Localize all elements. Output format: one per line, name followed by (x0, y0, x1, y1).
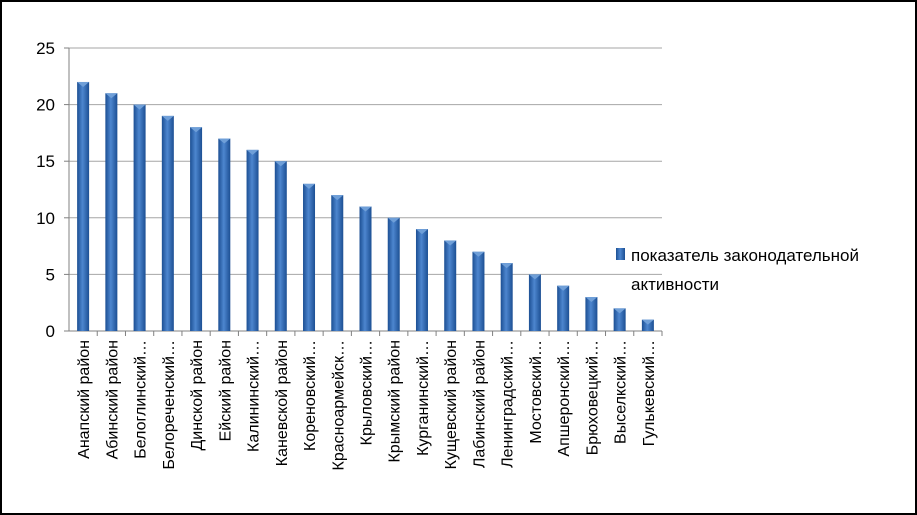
x-category-label: Динской район (189, 340, 206, 451)
bar-cap (387, 217, 400, 223)
bar-cap (218, 138, 231, 144)
bar-cap (500, 263, 513, 269)
x-category-label: Ейский район (217, 340, 234, 441)
bar (528, 274, 541, 331)
legend-swatch (616, 248, 625, 260)
legend-label-line-1: показатель законодательной (631, 246, 859, 265)
y-tick-label: 5 (46, 265, 55, 284)
bar (641, 319, 654, 331)
bar (274, 161, 287, 331)
x-category-label: Каневской район (274, 340, 291, 466)
bar-cap (105, 93, 118, 99)
bar (444, 240, 457, 331)
bar-cap (528, 274, 541, 280)
bar (190, 127, 203, 332)
bar-cap (641, 319, 654, 325)
x-category-label: Выселкский… (613, 340, 630, 444)
x-category-label: Красноармейск… (330, 340, 347, 470)
bar (246, 149, 259, 331)
x-category-label: Абинский район (104, 340, 121, 459)
x-category-label: Мостовский… (528, 340, 545, 444)
x-category-label: Крымский район (387, 340, 404, 463)
y-tick-label: 10 (36, 209, 55, 228)
bar (585, 297, 598, 331)
x-category-label: Ленинградский… (500, 340, 517, 468)
bar (105, 93, 118, 331)
bar-cap (161, 115, 174, 121)
bar-cap (133, 104, 146, 110)
x-category-label: Курганинский… (415, 340, 432, 456)
bar-cap (77, 81, 90, 87)
x-category-label: Кореновский… (302, 340, 319, 451)
x-category-label: Калининский… (246, 340, 263, 452)
bar-cap (444, 240, 457, 246)
bar-cap (557, 285, 570, 291)
bars (77, 81, 654, 332)
y-tick-label: 25 (36, 39, 55, 58)
x-category-label: Апшеронский… (556, 340, 573, 457)
bar (218, 138, 231, 331)
bar (359, 206, 372, 331)
bar (613, 308, 626, 331)
x-category-label: Белоглинский… (133, 340, 150, 459)
bar-cap (303, 183, 316, 189)
bar (133, 104, 146, 331)
bar-cap (331, 195, 344, 201)
y-tick-labels: 0 5 10 15 20 25 (36, 39, 55, 341)
bar (387, 217, 400, 331)
bar-cap (472, 251, 485, 257)
bar (415, 229, 428, 331)
bar (303, 183, 316, 331)
x-category-label: Анапский район (76, 340, 93, 459)
bar-cap (613, 308, 626, 314)
x-category-labels: Анапский район Абинский район Белоглинский… (76, 340, 658, 470)
y-tick-label: 20 (36, 96, 55, 115)
y-tick-label: 0 (46, 322, 55, 341)
bar (161, 115, 174, 331)
bar-cap (246, 149, 259, 155)
bar (557, 285, 570, 331)
bar-cap (359, 206, 372, 212)
y-tick-label: 15 (36, 152, 55, 171)
bar-cap (415, 229, 428, 235)
x-category-label: Гулькевский… (641, 340, 658, 446)
bar (77, 81, 90, 332)
bar-cap (190, 127, 203, 133)
bar-cap (585, 297, 598, 303)
bar (500, 263, 513, 331)
x-category-label: Крыловский… (359, 340, 376, 445)
x-category-label: Белореченский… (161, 340, 178, 470)
bar (331, 195, 344, 331)
legend: показатель законодательной активности (616, 246, 859, 294)
x-category-label: Брюховецкий… (584, 340, 601, 455)
bar-cap (274, 161, 287, 167)
x-category-label: Кущевский район (443, 340, 460, 469)
legend-label-line-2: активности (631, 275, 719, 294)
x-category-label: Лабинский район (471, 340, 488, 468)
bar (472, 251, 485, 331)
